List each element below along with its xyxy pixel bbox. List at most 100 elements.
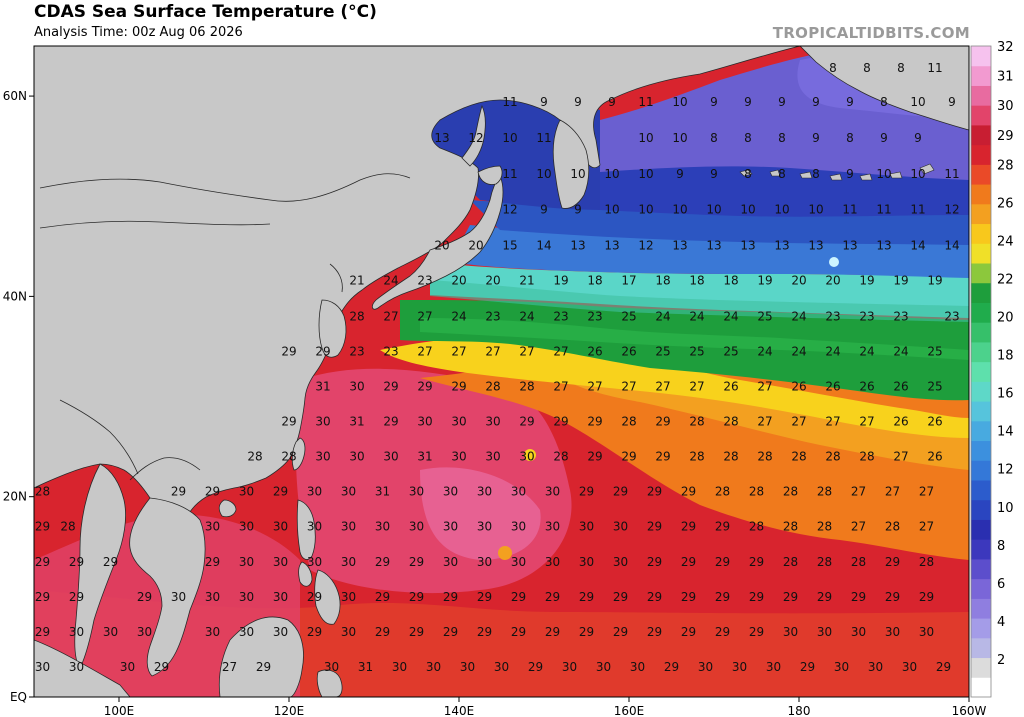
sst-value-label: 23 [893, 309, 908, 323]
india-border [59, 399, 139, 475]
sst-value-label: 28 [621, 415, 636, 429]
japan-hokkaido [477, 165, 503, 185]
sst-value-label: 9 [608, 95, 616, 109]
sst-value-label: 28 [817, 555, 832, 569]
sst-value-label: 29 [273, 485, 288, 499]
sst-value-label: 29 [715, 555, 730, 569]
colorbar-label: 8 [997, 539, 1005, 554]
sst-value-label: 12 [944, 202, 959, 216]
sst-value-label: 10 [604, 167, 619, 181]
colorbar-swatch [971, 164, 991, 185]
sst-value-label: 29 [647, 590, 662, 604]
sst-value-label: 29 [936, 660, 951, 674]
sst-value-label: 29 [664, 660, 679, 674]
sst-value-label: 9 [778, 95, 786, 109]
sst-value-label: 27 [451, 345, 466, 359]
sst-value-label: 23 [349, 345, 364, 359]
sst-value-label: 26 [859, 380, 874, 394]
sst-value-label: 28 [791, 450, 806, 464]
sst-value-labels: 8 8 8 11 11 9 9 9 11 10 9 9 9 9 9 8 10 9 13 12 10 11 10 10 8 8 8 9 8… [35, 61, 960, 674]
colorbar-label: 12 [997, 463, 1014, 478]
korea-peninsula [318, 299, 347, 358]
sst-value-label: 24 [723, 309, 738, 323]
sst-value-label: 30 [443, 555, 458, 569]
sst-value-label: 9 [880, 131, 888, 145]
sst-value-label: 29 [137, 590, 152, 604]
colorbar-swatch [971, 203, 991, 225]
sst-band-23 [420, 318, 969, 360]
sst-value-label: 29 [35, 590, 50, 604]
sst-warm-pool-31 [420, 467, 541, 560]
analysis-time: Analysis Time: 00z Aug 06 2026 [34, 25, 243, 40]
colorbar-label: 30 [997, 99, 1014, 114]
sst-value-label: 30 [851, 625, 866, 639]
sst-value-label: 30 [698, 660, 713, 674]
sst-value-label: 30 [341, 485, 356, 499]
sst-value-label: 29 [545, 590, 560, 604]
sst-value-label: 25 [655, 345, 670, 359]
sst-value-label: 19 [927, 273, 942, 287]
colorbar-swatch [971, 598, 991, 619]
lat-axis: 60N 40N 20N EQ [3, 89, 34, 704]
sulawesi [316, 669, 343, 697]
colorbar-swatch [971, 46, 991, 67]
sst-value-label: 9 [948, 95, 956, 109]
colorbar-swatch [971, 519, 991, 540]
sst-value-label: 9 [744, 95, 752, 109]
sst-value-label: 26 [587, 345, 602, 359]
sst-value-label: 29 [817, 590, 832, 604]
sst-value-label: 29 [681, 555, 696, 569]
sst-value-label: 9 [574, 95, 582, 109]
sst-value-label: 31 [349, 415, 364, 429]
sst-value-label: 30 [545, 520, 560, 534]
sst-value-label: 29 [409, 625, 424, 639]
sst-value-label: 29 [851, 590, 866, 604]
sst-value-label: 21 [519, 273, 534, 287]
sst-value-label: 23 [825, 309, 840, 323]
sst-value-label: 19 [859, 273, 874, 287]
sst-value-label: 30 [239, 590, 254, 604]
sst-value-label: 29 [154, 660, 169, 674]
colorbar-swatch [971, 499, 991, 520]
sst-hotspot [829, 257, 839, 267]
sst-value-label: 10 [638, 131, 653, 145]
sst-value-label: 30 [341, 625, 356, 639]
sst-value-label: 29 [35, 625, 50, 639]
sst-value-label: 28 [825, 450, 840, 464]
sst-value-label: 30 [341, 520, 356, 534]
sst-value-label: 29 [281, 345, 296, 359]
sst-value-label: 14 [910, 238, 925, 252]
sst-value-label: 30 [579, 520, 594, 534]
sst-value-label: 27 [222, 660, 237, 674]
sst-value-label: 27 [519, 345, 534, 359]
sst-value-label: 8 [744, 167, 752, 181]
sst-value-label: 30 [239, 625, 254, 639]
sst-value-label: 27 [825, 415, 840, 429]
sst-value-label: 11 [944, 167, 959, 181]
mongolia-border [39, 173, 411, 202]
sst-value-label: 26 [927, 415, 942, 429]
sst-value-label: 28 [885, 520, 900, 534]
lon-tick-label: 160E [614, 704, 645, 717]
colorbar-swatch [971, 578, 991, 599]
sst-value-label: 29 [613, 625, 628, 639]
sst-value-label: 15 [502, 238, 517, 252]
sst-value-label: 9 [846, 95, 854, 109]
sst-value-label: 28 [349, 309, 364, 323]
alaska [799, 46, 969, 131]
sst-value-label: 23 [587, 309, 602, 323]
colorbar-label: 2 [997, 653, 1005, 668]
sst-value-label: 25 [927, 380, 942, 394]
sst-value-label: 29 [885, 590, 900, 604]
map-layers: 8 8 8 11 11 9 9 9 11 10 9 9 9 9 9 8 10 9 13 12 10 11 10 10 8 8 8 9 8… [34, 46, 969, 697]
sst-value-label: 29 [715, 625, 730, 639]
colorbar-label: 16 [997, 387, 1014, 402]
sst-value-label: 29 [528, 660, 543, 674]
sst-value-label: 29 [613, 485, 628, 499]
sst-value-label: 26 [927, 450, 942, 464]
sst-band-27 [560, 375, 969, 470]
sumatra [34, 639, 131, 697]
lon-tick-label: 180 [788, 704, 811, 717]
